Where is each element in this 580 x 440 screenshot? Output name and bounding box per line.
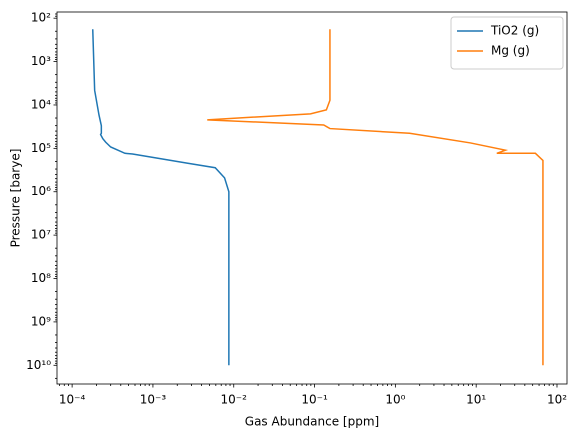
legend-label: Mg (g): [491, 44, 530, 58]
legend-box: [450, 16, 564, 70]
x-tick-label: 10⁻³: [140, 393, 167, 407]
y-tick-label: 10¹⁰: [26, 358, 51, 372]
x-tick-label: 10⁻¹: [301, 393, 328, 407]
y-tick-label: 10⁸: [31, 271, 51, 285]
x-tick-label: 10¹: [466, 393, 486, 407]
y-tick-label: 10²: [31, 11, 51, 25]
x-tick-label: 10²: [547, 393, 567, 407]
x-tick-label: 10⁻²: [221, 393, 248, 407]
x-tick-label: 10⁻⁴: [59, 393, 86, 407]
y-axis-label: Pressure [barye]: [9, 149, 23, 248]
y-tick-label: 10⁵: [31, 141, 51, 155]
legend-label: TiO2 (g): [490, 24, 539, 38]
y-tick-label: 10⁹: [31, 314, 51, 328]
y-tick-label: 10⁶: [31, 184, 51, 198]
data-line: [92, 29, 230, 366]
y-tick-label: 10⁷: [31, 228, 51, 242]
data-line: [207, 29, 544, 366]
x-axis-label: Gas Abundance [ppm]: [245, 415, 379, 429]
x-tick-label: 10⁰: [385, 393, 405, 407]
y-tick-label: 10⁴: [31, 97, 51, 111]
y-tick-label: 10³: [31, 54, 51, 68]
plot-frame: [56, 11, 568, 385]
